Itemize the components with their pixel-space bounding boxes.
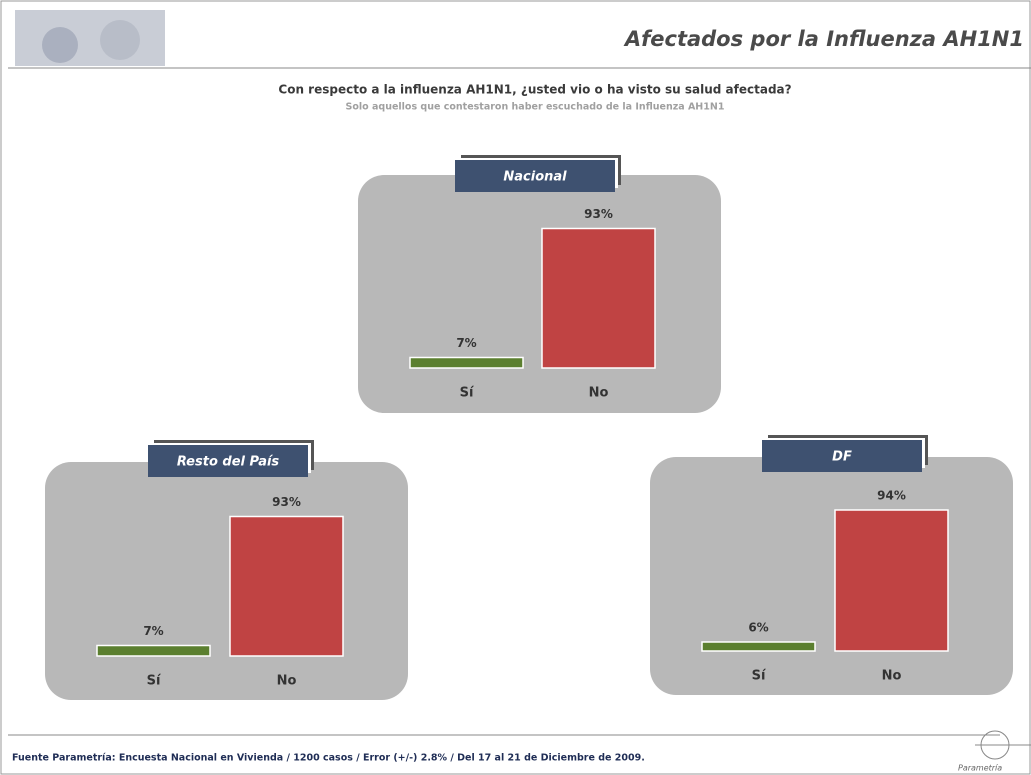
header-image-figure — [42, 27, 78, 63]
data-label: 7% — [456, 336, 476, 350]
bar — [701, 641, 816, 652]
category-label: No — [277, 674, 297, 689]
question: Con respecto a la influenza AH1N1, ¿uste… — [278, 83, 791, 97]
bar — [834, 509, 949, 652]
tab — [762, 440, 922, 472]
data-label: 93% — [272, 495, 301, 509]
data-label: 94% — [877, 489, 906, 503]
header-image-figure — [100, 20, 140, 60]
chart-title: DF — [832, 450, 852, 465]
data-label: 6% — [748, 621, 768, 635]
category-label: Sí — [752, 669, 767, 684]
category-label: No — [589, 386, 609, 401]
panel — [358, 175, 721, 413]
category-label: Sí — [460, 386, 475, 401]
bar — [96, 644, 211, 657]
panel — [650, 457, 1013, 695]
chart-title: Resto del País — [177, 455, 280, 470]
charts: Nacional 7% Sí 93% No Resto del País 7% Sí 93% No… — [45, 155, 1013, 700]
bar — [541, 227, 656, 369]
category-label: No — [882, 669, 902, 684]
logo-text: Parametría — [958, 764, 1002, 773]
bar — [229, 515, 344, 657]
data-label: 7% — [143, 624, 163, 638]
category-label: Sí — [147, 674, 162, 689]
tab — [455, 160, 615, 192]
subtitle: Solo aquellos que contestaron haber escu… — [346, 102, 725, 113]
panel — [45, 462, 408, 700]
data-label: 93% — [584, 207, 613, 221]
header-image — [15, 10, 165, 66]
footer: Fuente Parametría: Encuesta Nacional en … — [12, 753, 645, 764]
page-title: Afectados por la Influenza AH1N1 — [623, 27, 1024, 51]
bar — [409, 356, 524, 369]
chart-title: Nacional — [503, 170, 567, 185]
tab — [148, 445, 308, 477]
